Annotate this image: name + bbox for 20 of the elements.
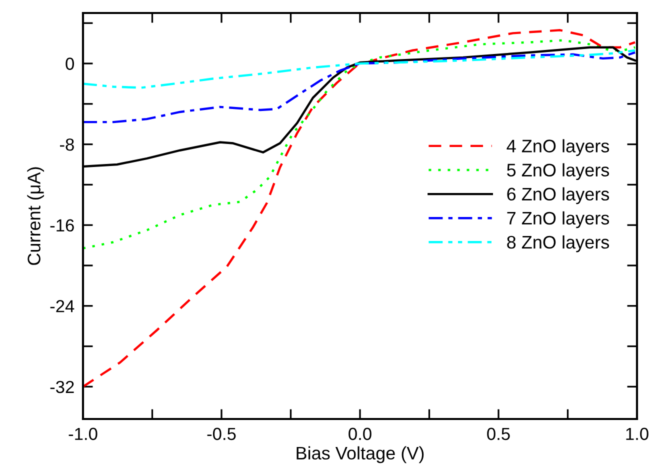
x-tick-label: -0.5: [207, 428, 236, 440]
legend-label: 5 ZnO layers: [507, 163, 610, 180]
y-axis-title: Current (μA): [27, 167, 44, 265]
y-tick-label: -24: [50, 300, 74, 312]
legend-label: 4 ZnO layers: [506, 139, 610, 156]
line-series: [83, 49, 636, 89]
x-tick-label: 0.0: [348, 428, 372, 440]
x-tick-label: -1.0: [68, 428, 98, 440]
y-tick-label: -32: [50, 380, 74, 394]
line-series: [83, 51, 636, 124]
legend-label: 6 ZnO layers: [507, 187, 610, 204]
line-series: [83, 29, 636, 388]
y-tick-label: -16: [50, 219, 74, 232]
y-tick-label: 0: [66, 58, 74, 70]
x-tick-label: 0.5: [487, 428, 510, 440]
x-axis-title: Bias Voltage (V): [296, 446, 424, 464]
legend-label: 7 ZnO layers: [507, 211, 610, 228]
legend-label: 8 ZnO layers: [507, 235, 610, 252]
x-tick-label: 1.0: [626, 428, 648, 440]
y-tick-label: -8: [60, 138, 74, 151]
